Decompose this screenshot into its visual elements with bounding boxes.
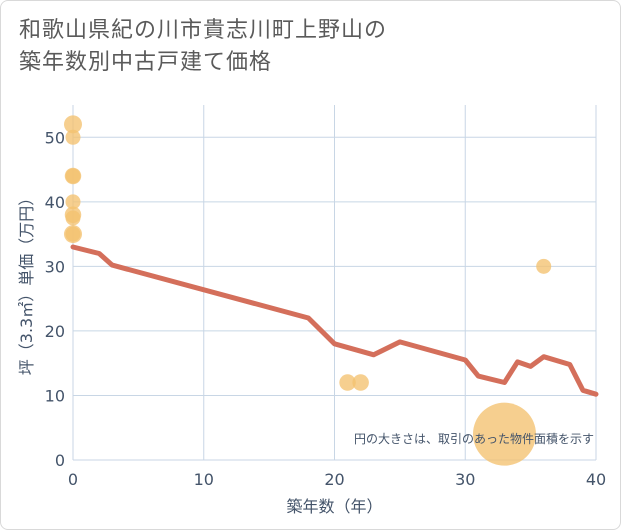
data-point xyxy=(352,374,369,391)
y-tick-label: 50 xyxy=(45,128,65,147)
grid xyxy=(72,105,597,461)
y-tick-label: 30 xyxy=(45,257,65,276)
data-point xyxy=(65,129,81,145)
data-point xyxy=(339,374,356,391)
x-tick-label: 30 xyxy=(455,470,475,489)
x-axis-label: 築年数（年） xyxy=(286,497,382,516)
data-point xyxy=(65,226,81,242)
x-tick-label: 20 xyxy=(324,470,344,489)
data-point xyxy=(65,168,81,184)
trend-line xyxy=(70,244,599,397)
data-point xyxy=(472,402,536,466)
x-tick-label: 0 xyxy=(68,470,78,489)
x-tick-label: 40 xyxy=(586,470,606,489)
axis-ticks: 0 10 20 30 40 0 10 20 30 40 50 xyxy=(45,128,607,489)
data-points xyxy=(64,115,552,466)
data-point xyxy=(64,115,82,134)
y-tick-label: 0 xyxy=(55,451,65,470)
data-point xyxy=(536,258,552,274)
data-point xyxy=(65,210,81,226)
data-point xyxy=(65,194,81,210)
x-tick-label: 10 xyxy=(194,470,214,489)
y-axis-label: 坪（3.3㎡）単価（万円） xyxy=(17,190,36,375)
chart-title: 和歌山県紀の川市貴志川町上野山の 築年数別中古戸建て価格 xyxy=(19,18,388,75)
y-tick-label: 20 xyxy=(45,322,65,341)
size-note: 円の大きさは、取引のあった物件面積を示す xyxy=(354,431,594,446)
y-tick-label: 40 xyxy=(45,193,65,212)
y-tick-label: 10 xyxy=(45,386,65,405)
trend-line-layer xyxy=(70,244,599,397)
